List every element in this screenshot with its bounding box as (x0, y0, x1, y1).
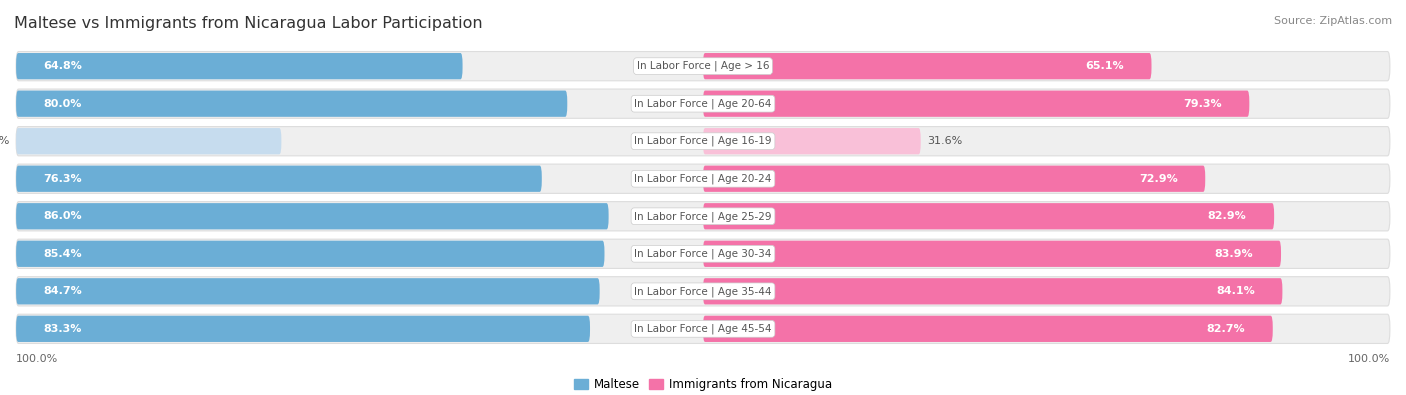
Text: In Labor Force | Age 35-44: In Labor Force | Age 35-44 (634, 286, 772, 297)
FancyBboxPatch shape (15, 201, 1391, 231)
Text: 80.0%: 80.0% (44, 99, 82, 109)
Text: 82.9%: 82.9% (1208, 211, 1247, 221)
FancyBboxPatch shape (15, 239, 1391, 269)
Text: Maltese vs Immigrants from Nicaragua Labor Participation: Maltese vs Immigrants from Nicaragua Lab… (14, 16, 482, 31)
Text: 86.0%: 86.0% (44, 211, 83, 221)
FancyBboxPatch shape (703, 166, 1205, 192)
Text: 76.3%: 76.3% (44, 174, 83, 184)
FancyBboxPatch shape (703, 53, 1152, 79)
Text: Source: ZipAtlas.com: Source: ZipAtlas.com (1274, 16, 1392, 26)
Text: In Labor Force | Age 20-24: In Labor Force | Age 20-24 (634, 173, 772, 184)
FancyBboxPatch shape (703, 241, 1281, 267)
FancyBboxPatch shape (15, 166, 541, 192)
Text: In Labor Force | Age 30-34: In Labor Force | Age 30-34 (634, 248, 772, 259)
FancyBboxPatch shape (15, 164, 1391, 194)
FancyBboxPatch shape (703, 278, 1282, 305)
Text: 83.9%: 83.9% (1215, 249, 1254, 259)
FancyBboxPatch shape (703, 128, 921, 154)
FancyBboxPatch shape (15, 314, 1391, 344)
FancyBboxPatch shape (703, 316, 1272, 342)
Text: In Labor Force | Age 25-29: In Labor Force | Age 25-29 (634, 211, 772, 222)
FancyBboxPatch shape (15, 241, 605, 267)
Text: 31.6%: 31.6% (928, 136, 963, 146)
Text: 100.0%: 100.0% (1347, 354, 1391, 364)
Text: In Labor Force | Age 16-19: In Labor Force | Age 16-19 (634, 136, 772, 147)
Text: 84.1%: 84.1% (1216, 286, 1254, 296)
Text: 38.5%: 38.5% (0, 136, 10, 146)
Text: In Labor Force | Age > 16: In Labor Force | Age > 16 (637, 61, 769, 71)
Text: 83.3%: 83.3% (44, 324, 82, 334)
Text: 64.8%: 64.8% (44, 61, 83, 71)
Text: In Labor Force | Age 45-54: In Labor Force | Age 45-54 (634, 324, 772, 334)
FancyBboxPatch shape (703, 90, 1250, 117)
Text: 84.7%: 84.7% (44, 286, 83, 296)
FancyBboxPatch shape (15, 53, 463, 79)
FancyBboxPatch shape (15, 278, 599, 305)
Legend: Maltese, Immigrants from Nicaragua: Maltese, Immigrants from Nicaragua (569, 373, 837, 395)
Text: 79.3%: 79.3% (1182, 99, 1222, 109)
FancyBboxPatch shape (15, 276, 1391, 306)
Text: 72.9%: 72.9% (1139, 174, 1178, 184)
FancyBboxPatch shape (15, 51, 1391, 81)
FancyBboxPatch shape (15, 128, 281, 154)
FancyBboxPatch shape (703, 203, 1274, 229)
FancyBboxPatch shape (15, 126, 1391, 156)
FancyBboxPatch shape (15, 316, 591, 342)
FancyBboxPatch shape (15, 89, 1391, 118)
FancyBboxPatch shape (15, 90, 567, 117)
Text: 65.1%: 65.1% (1085, 61, 1123, 71)
Text: 100.0%: 100.0% (15, 354, 59, 364)
Text: 85.4%: 85.4% (44, 249, 83, 259)
Text: 82.7%: 82.7% (1206, 324, 1246, 334)
FancyBboxPatch shape (15, 203, 609, 229)
Text: In Labor Force | Age 20-64: In Labor Force | Age 20-64 (634, 98, 772, 109)
